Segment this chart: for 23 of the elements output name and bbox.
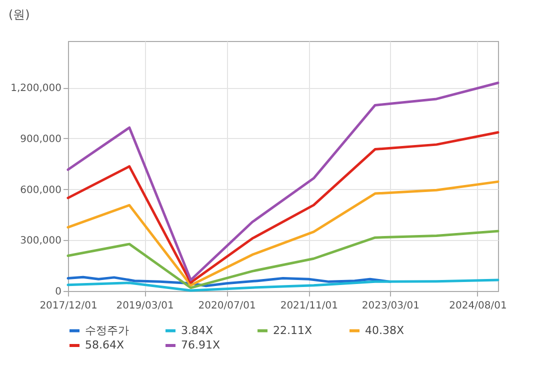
- legend-label: 22.11X: [273, 324, 312, 337]
- line-series: [66, 82, 500, 282]
- legend-label: 3.84X: [181, 324, 214, 337]
- line-series: [66, 230, 500, 290]
- y-axis-title: (원): [8, 8, 30, 22]
- x-tick-label: 2023/03/01: [362, 300, 420, 312]
- legend-label: 58.64X: [85, 338, 124, 352]
- x-tick-label: 2017/12/01: [40, 300, 98, 312]
- line-series: [66, 180, 500, 286]
- y-tick-label: 300,000: [20, 236, 62, 247]
- legend-label: 76.91X: [181, 338, 220, 352]
- y-tick-label: 900,000: [20, 134, 62, 145]
- x-tick-label: 2024/08/01: [449, 300, 507, 312]
- x-tick-label: 2020/07/01: [198, 300, 256, 312]
- x-tick-label: 2021/11/01: [280, 300, 338, 312]
- x-tick-label: 2019/03/01: [116, 300, 174, 312]
- line-series: [66, 131, 500, 284]
- line-series: [66, 276, 392, 288]
- y-tick-label: 600,000: [20, 184, 62, 196]
- y-tick-label: 0: [55, 286, 62, 298]
- legend-label: 수정주가: [85, 324, 129, 337]
- y-tick-label: 1,200,000: [10, 83, 62, 94]
- legend-label: 40.38X: [365, 324, 404, 337]
